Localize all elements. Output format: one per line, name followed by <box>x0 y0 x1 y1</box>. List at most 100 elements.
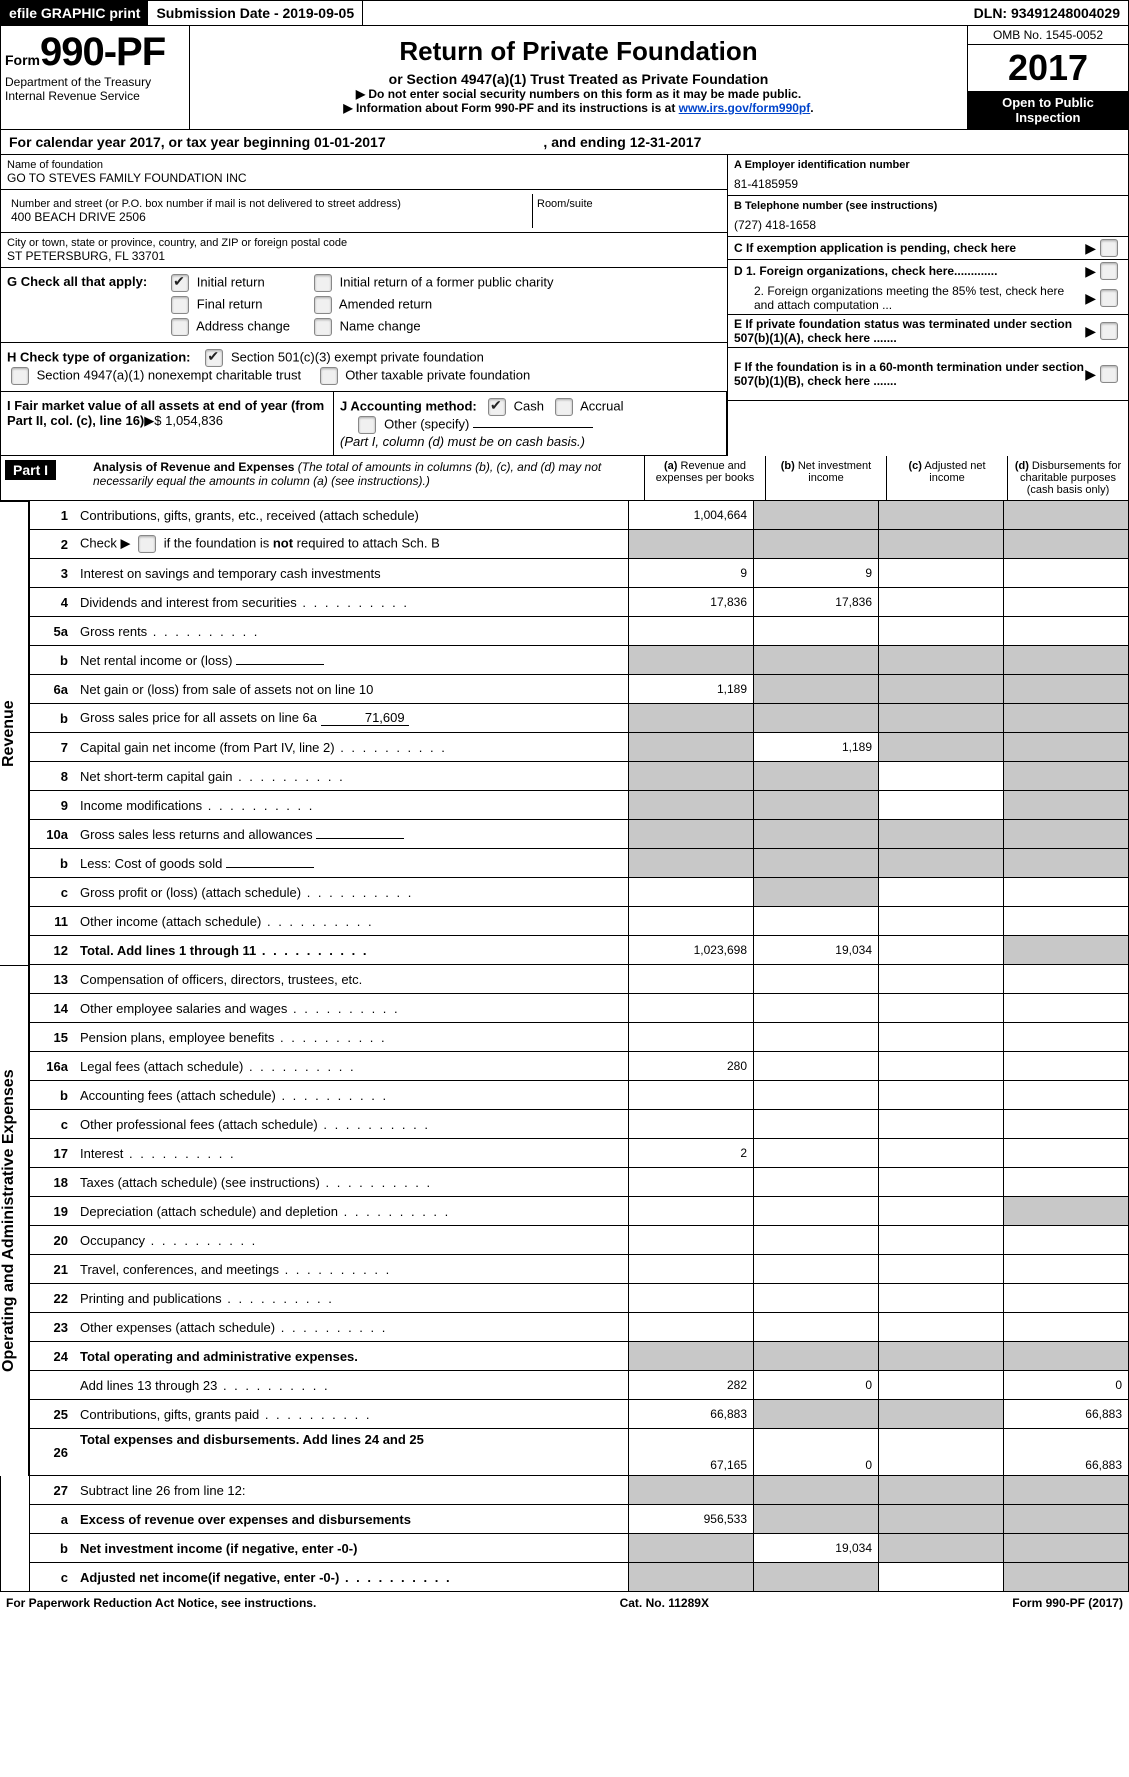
table-row: bNet investment income (if negative, ent… <box>30 1534 1129 1563</box>
submission-date: Submission Date - 2019-09-05 <box>148 1 363 25</box>
section-g: G Check all that apply: Initial return F… <box>1 268 727 343</box>
revenue-table: 1Contributions, gifts, grants, etc., rec… <box>29 501 1129 965</box>
tax-year: 2017 <box>968 45 1128 91</box>
table-row: 24Total operating and administrative exp… <box>30 1342 1129 1371</box>
table-row: 11Other income (attach schedule) <box>30 907 1129 936</box>
dln: DLN: 93491248004029 <box>966 1 1128 25</box>
section-i-j: I Fair market value of all assets at end… <box>1 392 727 456</box>
room-label: Room/suite <box>537 198 717 210</box>
checkbox-initial-former[interactable] <box>314 274 332 292</box>
checkbox-other-taxable[interactable] <box>320 367 338 385</box>
section-h: H Check type of organization: Section 50… <box>1 343 727 392</box>
checkbox-foreign-org[interactable] <box>1100 262 1118 280</box>
irs-line: Internal Revenue Service <box>5 89 185 103</box>
table-row: Add lines 13 through 2328200 <box>30 1371 1129 1400</box>
checkbox-name-change[interactable] <box>314 318 332 336</box>
table-row: 14Other employee salaries and wages <box>30 994 1129 1023</box>
section-d1: D 1. Foreign organizations, check here..… <box>728 260 1128 282</box>
expenses-section: Operating and Administrative Expenses 13… <box>0 965 1129 1476</box>
checkbox-final-return[interactable] <box>171 296 189 314</box>
address-row: Number and street (or P.O. box number if… <box>1 190 727 233</box>
entity-info: Name of foundation GO TO STEVES FAMILY F… <box>0 155 1129 456</box>
table-row: bLess: Cost of goods sold <box>30 849 1129 878</box>
omb-number: OMB No. 1545-0052 <box>968 26 1128 45</box>
table-row: aExcess of revenue over expenses and dis… <box>30 1505 1129 1534</box>
checkbox-exemption-pending[interactable] <box>1100 239 1118 257</box>
checkbox-501c3[interactable] <box>205 349 223 367</box>
table-row: 9Income modifications <box>30 791 1129 820</box>
table-row: 5aGross rents <box>30 617 1129 646</box>
col-b-head: (b) Net investment income <box>765 456 886 500</box>
efile-label: efile GRAPHIC print <box>1 1 148 25</box>
table-row: 22Printing and publications <box>30 1284 1129 1313</box>
checkbox-sch-b[interactable] <box>138 535 156 553</box>
note-2: ▶ Information about Form 990-PF and its … <box>196 101 961 115</box>
checkbox-amended-return[interactable] <box>314 296 332 314</box>
section-e: E If private foundation status was termi… <box>728 315 1128 348</box>
street-address: 400 BEACH DRIVE 2506 <box>11 210 528 224</box>
instructions-link[interactable]: www.irs.gov/form990pf <box>679 101 811 115</box>
foundation-name: GO TO STEVES FAMILY FOUNDATION INC <box>7 171 721 185</box>
footer-right: Form 990-PF (2017) <box>1012 1596 1123 1610</box>
section-f: F If the foundation is in a 60-month ter… <box>728 348 1128 401</box>
footer-mid: Cat. No. 11289X <box>620 1596 709 1610</box>
part-tag: Part I <box>5 460 56 480</box>
ein-cell: A Employer identification number 81-4185… <box>728 155 1128 196</box>
table-row: 6aNet gain or (loss) from sale of assets… <box>30 675 1129 704</box>
table-row: 27Subtract line 26 from line 12: <box>30 1476 1129 1505</box>
foundation-name-cell: Name of foundation GO TO STEVES FAMILY F… <box>1 155 727 190</box>
footer-left: For Paperwork Reduction Act Notice, see … <box>6 1596 316 1610</box>
table-row: cGross profit or (loss) (attach schedule… <box>30 878 1129 907</box>
expenses-table: 13Compensation of officers, directors, t… <box>29 965 1129 1476</box>
table-row: 2Check ▶ if the foundation is not requir… <box>30 530 1129 559</box>
part-1-header: Part I Analysis of Revenue and Expenses … <box>0 456 1129 501</box>
table-row: 3Interest on savings and temporary cash … <box>30 559 1129 588</box>
calendar-year-line: For calendar year 2017, or tax year begi… <box>0 130 1129 155</box>
city-state-zip: ST PETERSBURG, FL 33701 <box>7 249 721 263</box>
table-row: 7Capital gain net income (from Part IV, … <box>30 733 1129 762</box>
form-subtitle: or Section 4947(a)(1) Trust Treated as P… <box>196 71 961 87</box>
table-row: 23Other expenses (attach schedule) <box>30 1313 1129 1342</box>
revenue-section: Revenue 1Contributions, gifts, grants, e… <box>0 501 1129 965</box>
open-to-public: Open to Public Inspection <box>968 91 1128 129</box>
section-c: C If exemption application is pending, c… <box>728 237 1128 260</box>
telephone-value: (727) 418-1658 <box>734 218 1122 232</box>
table-row: bAccounting fees (attach schedule) <box>30 1081 1129 1110</box>
table-row: bGross sales price for all assets on lin… <box>30 704 1129 733</box>
checkbox-60-month[interactable] <box>1100 365 1118 383</box>
section-d2: 2. Foreign organizations meeting the 85%… <box>728 282 1128 315</box>
table-row: 12Total. Add lines 1 through 111,023,698… <box>30 936 1129 965</box>
col-d-head: (d) Disbursements for charitable purpose… <box>1007 456 1128 500</box>
telephone-cell: B Telephone number (see instructions) (7… <box>728 196 1128 237</box>
fmv-value: $ 1,054,836 <box>154 413 223 428</box>
checkbox-foreign-85[interactable] <box>1100 289 1118 307</box>
table-row: 16aLegal fees (attach schedule)280 <box>30 1052 1129 1081</box>
table-row: 20Occupancy <box>30 1226 1129 1255</box>
col-c-head: (c) Adjusted net income <box>886 456 1007 500</box>
final-table: 27Subtract line 26 from line 12:aExcess … <box>29 1476 1129 1592</box>
checkbox-address-change[interactable] <box>171 318 189 336</box>
checkbox-status-terminated[interactable] <box>1100 322 1118 340</box>
expenses-side-label: Operating and Administrative Expenses <box>0 965 29 1476</box>
final-section: 27Subtract line 26 from line 12:aExcess … <box>0 1476 1129 1592</box>
table-row: bNet rental income or (loss) <box>30 646 1129 675</box>
table-row: 10aGross sales less returns and allowanc… <box>30 820 1129 849</box>
form-title: Return of Private Foundation <box>196 36 961 67</box>
table-row: 4Dividends and interest from securities1… <box>30 588 1129 617</box>
col-a-head: (a) Revenue and expenses per books <box>644 456 765 500</box>
table-row: 25Contributions, gifts, grants paid66,88… <box>30 1400 1129 1429</box>
table-row: 15Pension plans, employee benefits <box>30 1023 1129 1052</box>
table-row: cOther professional fees (attach schedul… <box>30 1110 1129 1139</box>
checkbox-initial-return[interactable] <box>171 274 189 292</box>
city-cell: City or town, state or province, country… <box>1 233 727 268</box>
checkbox-cash[interactable] <box>488 398 506 416</box>
table-row: 13Compensation of officers, directors, t… <box>30 965 1129 994</box>
table-row: 17Interest2 <box>30 1139 1129 1168</box>
dept-line: Department of the Treasury <box>5 75 185 89</box>
checkbox-accrual[interactable] <box>555 398 573 416</box>
table-row: 26Total expenses and disbursements. Add … <box>30 1429 1129 1476</box>
checkbox-other-method[interactable] <box>358 416 376 434</box>
top-bar: efile GRAPHIC print Submission Date - 20… <box>0 0 1129 26</box>
page-footer: For Paperwork Reduction Act Notice, see … <box>0 1592 1129 1614</box>
checkbox-4947[interactable] <box>11 367 29 385</box>
